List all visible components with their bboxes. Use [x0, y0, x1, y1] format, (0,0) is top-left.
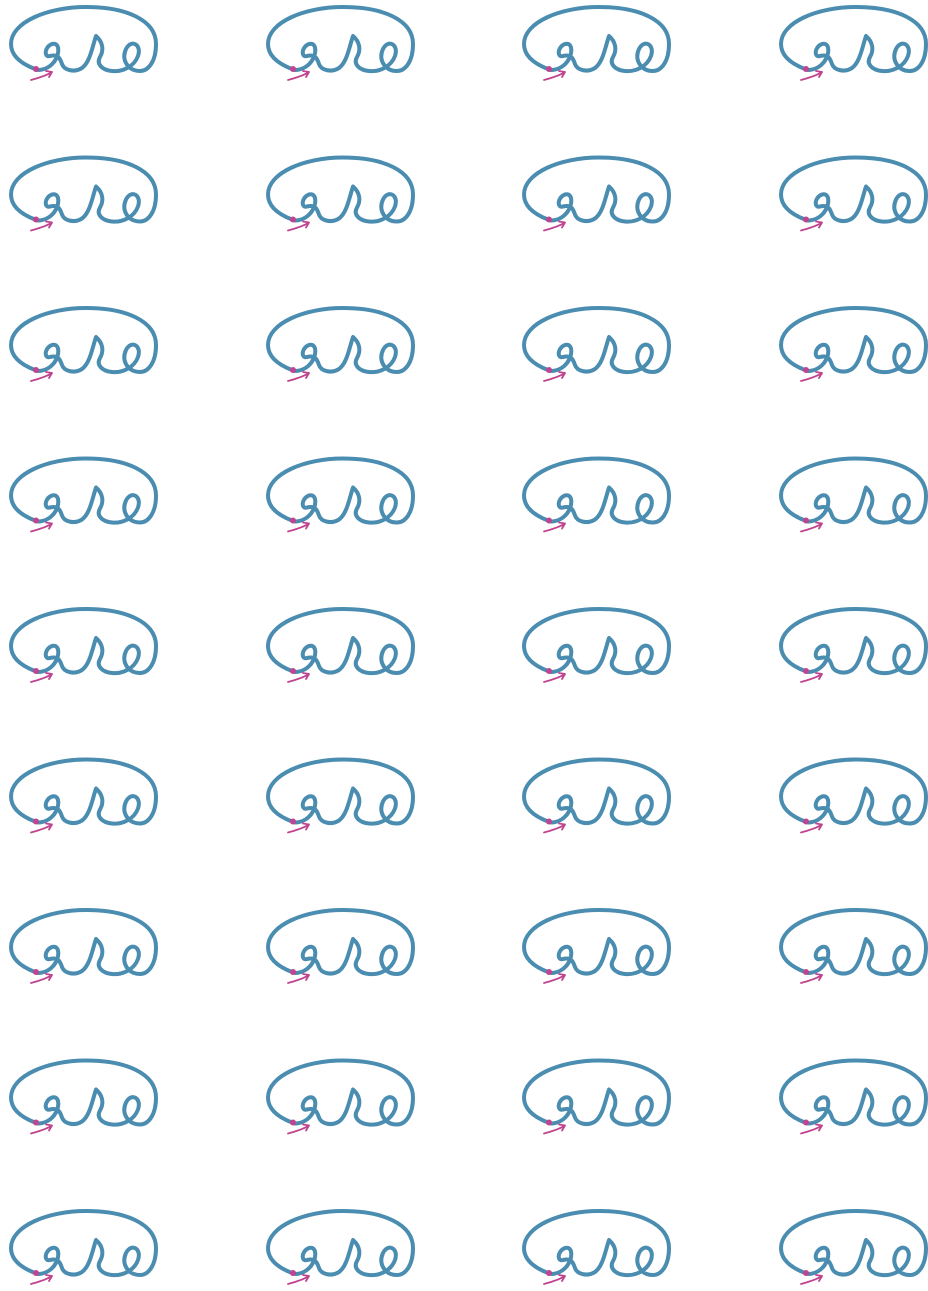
tracing-figure: [524, 158, 669, 231]
tracing-figure: [524, 760, 669, 833]
tracing-figure: [781, 308, 926, 381]
tracing-figure: [781, 459, 926, 532]
tracing-figure: [11, 910, 156, 983]
tracing-figure: [268, 308, 413, 381]
tracing-figure: [781, 609, 926, 682]
tracing-figure: [781, 158, 926, 231]
tracing-figure: [524, 609, 669, 682]
tracing-figure: [524, 1211, 669, 1284]
tracing-figure: [268, 7, 413, 80]
tracing-figure: [781, 910, 926, 983]
tracing-figure: [11, 459, 156, 532]
tracing-figure: [11, 7, 156, 80]
tracing-figure: [268, 910, 413, 983]
tracing-figure: [268, 609, 413, 682]
tracing-figure: [268, 459, 413, 532]
tracing-figure: [524, 459, 669, 532]
tracing-figure: [268, 760, 413, 833]
tracing-figure: [268, 158, 413, 231]
tracing-figure: [524, 7, 669, 80]
tracing-figure: [11, 308, 156, 381]
tracing-figure: [781, 7, 926, 80]
tracing-figure: [524, 910, 669, 983]
tracing-figure: [524, 1061, 669, 1134]
tracing-figure: [11, 1211, 156, 1284]
tracing-figure: [11, 609, 156, 682]
tracing-figure: [11, 158, 156, 231]
page: (() => { const svg = document.getElement…: [0, 0, 928, 1291]
tracing-figure: [524, 308, 669, 381]
tracing-figure: [268, 1061, 413, 1134]
tracing-figure: [11, 1061, 156, 1134]
tracing-figure: [781, 1211, 926, 1284]
tracing-sheet: [0, 0, 928, 1291]
tracing-figure: [781, 760, 926, 833]
tracing-figure: [781, 1061, 926, 1134]
tracing-figure: [268, 1211, 413, 1284]
tracing-figure: [11, 760, 156, 833]
